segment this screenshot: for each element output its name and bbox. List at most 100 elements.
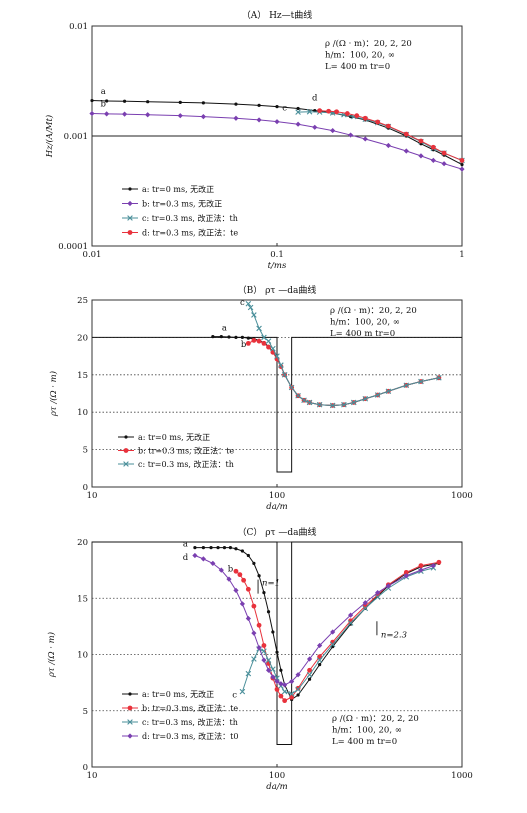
data-point-a [209,546,213,550]
legend-swatch-marker [127,215,133,221]
data-point-c [374,594,381,600]
x-tick-label: 1000 [451,491,473,501]
data-point-a [257,574,261,578]
data-point-c [316,657,323,663]
data-point-d [348,612,354,618]
data-point-d [362,115,368,121]
data-point-d [403,131,409,137]
data-point-c [295,109,301,115]
param-text: h/m：100, 20, ∞ [325,51,395,61]
data-point-a [246,336,250,340]
chart-panel-c: 10 100 1000 0 5 10 15 20 （C） ρτ —da曲线 da/m ρτ /(Ω … [46,526,473,792]
data-point-b [233,568,239,574]
data-point-a [228,546,233,550]
data-point-b [104,111,110,117]
data-point-c [274,353,280,359]
legend-swatch-marker [124,435,128,439]
x-axis-label: t/ms [268,261,287,271]
data-point-b [241,577,247,583]
data-point-b [295,121,301,127]
data-point-c [245,670,252,677]
data-point-d [226,576,232,582]
data-point-a [211,335,215,339]
legend: a: tr=0 ms, 无改正 b: tr=0.3 ms, 无改正 c: tr=0.… [122,184,238,238]
data-point-b [145,112,151,118]
legend: a: tr=0 ms, 无改正 b: tr=0.3 ms, 改正法：te c: tr… [122,689,238,741]
legend-entry-a: a: tr=0 ms, 无改正 [142,689,214,699]
data-point-c [256,325,262,332]
data-point-b [256,622,262,628]
legend-entry-b: b: tr=0.3 ms, 无改正 [142,199,222,209]
data-point-b [245,340,251,346]
data-point-b [274,119,280,125]
data-point-b [418,563,424,569]
data-point-a [227,335,231,339]
data-point-d [200,556,206,562]
data-point-b [307,667,312,673]
legend-entry-b: b: tr=0.3 ms, 改正法：te [142,703,238,713]
data-point-b [261,340,267,346]
data-point-c [374,392,381,398]
data-point-c [418,378,424,385]
param-text: L= 400 m tr=0 [332,737,397,747]
x-tick-label: 1000 [451,771,473,781]
data-point-a [105,99,109,103]
data-point-a [193,546,197,550]
data-point-d [362,600,368,606]
legend-swatch-marker [127,200,133,207]
data-point-a [318,663,322,667]
legend-swatch-marker [123,448,129,453]
param-text: L= 400 m tr=0 [330,329,395,339]
data-point-c [341,401,347,408]
y-axis-label: ρτ /(Ω · m) [46,632,57,678]
series-line-a [212,336,439,406]
data-point-d [418,138,424,144]
curve-label-b: b [101,100,107,110]
data-point-a [271,630,275,634]
y-tick-label: 0 [83,483,88,493]
data-point-d [210,560,216,566]
data-point-d [344,111,350,116]
x-tick-label: 0.1 [270,250,284,260]
data-point-a [201,546,205,550]
data-point-a [257,103,261,107]
data-point-b [278,693,284,699]
legend-entry-d: d: tr=0.3 ms, 改正法：te [142,228,238,238]
x-axis-label: da/m [266,782,287,792]
data-point-c [385,388,392,395]
data-point-d [403,573,409,579]
data-point-b [256,117,262,123]
param-text: ρ /(Ω · m)：20, 2, 20 [325,38,412,49]
param-text: h/m：100, 20, ∞ [332,726,402,736]
data-point-b [256,338,262,344]
chart-title: （C） ρτ —da曲线 [237,526,316,538]
data-point-c [281,372,288,378]
data-point-d [270,674,276,680]
data-point-a [234,547,238,551]
data-point-d [385,583,391,589]
series-line-a [91,100,463,166]
data-point-b [245,586,251,592]
y-tick-label: 25 [77,296,88,306]
data-point-b [177,113,183,119]
data-point-d [459,158,465,163]
data-point-a [178,100,182,105]
data-point-c [270,345,276,352]
param-text: ρ /(Ω · m)：20, 2, 20 [330,305,417,316]
data-point-a [252,561,256,565]
y-tick-label: 5 [83,707,88,717]
legend-swatch-marker [127,705,133,711]
data-point-b [251,337,257,343]
series-line-c [241,567,434,695]
data-point-b [430,157,436,164]
data-point-a [222,546,227,550]
series-b [89,110,465,172]
legend-swatch-marker [127,733,133,739]
x-tick-label: 0.01 [83,250,102,260]
data-point-d [278,681,284,687]
data-point-c [265,338,272,344]
data-point-c [316,401,323,408]
data-point-c [288,384,295,391]
legend-entry-c: c: tr=0.3 ms, 改正法：th [138,459,234,469]
y-tick-label: 5 [83,446,88,456]
